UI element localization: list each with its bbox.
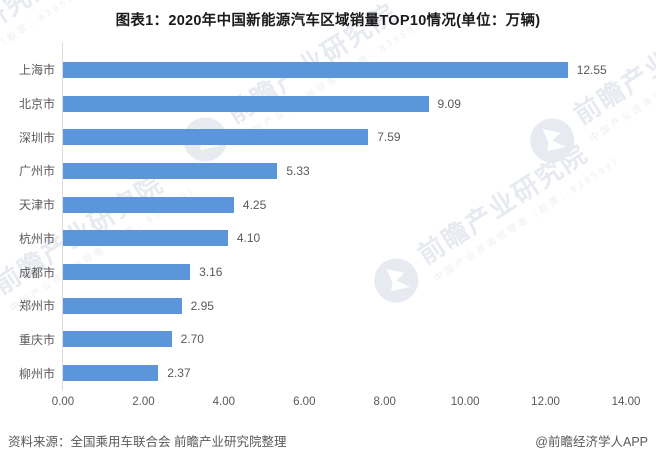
bar-track: 2.70: [63, 331, 626, 348]
category-label: 北京市: [18, 97, 55, 112]
bar: [63, 264, 191, 281]
category-label: 柳州市: [18, 366, 55, 381]
bar-row: 成都市 3.16: [0, 255, 656, 289]
y-axis-line: [62, 42, 63, 391]
chart-title: 图表1：2020年中国新能源汽车区域销量TOP10情况(单位：万辆): [115, 13, 541, 29]
x-tick-label: 6.00: [293, 396, 316, 408]
x-tick-label: 0.00: [51, 396, 75, 408]
bar-row: 柳州市 2.37: [0, 356, 656, 390]
value-label: 3.16: [199, 265, 223, 280]
category-label: 杭州市: [18, 231, 55, 246]
bar-track: 2.95: [63, 297, 626, 314]
x-axis-ticks: 0.00 2.00 4.00 6.00 8.00 10.00 12.00 14.00: [52, 396, 641, 410]
bar-row: 广州市 5.33: [0, 154, 656, 188]
category-label: 上海市: [18, 63, 55, 78]
bar: [63, 95, 429, 112]
category-label: 深圳市: [18, 130, 55, 145]
bar-track: 7.59: [63, 129, 626, 146]
app-credit: @前瞻经济学人APP: [535, 435, 648, 449]
x-tick-label: 4.00: [212, 396, 236, 408]
bar: [63, 297, 182, 314]
value-label: 2.37: [167, 366, 191, 381]
value-label: 4.10: [236, 231, 261, 246]
bar: [63, 129, 369, 146]
bar: [63, 196, 234, 213]
bar-rows: 上海市 12.55 北京市 9.09 深圳市 7.59 广州市 5.33 天津市 4.25 杭州市 4…: [0, 53, 656, 390]
bar: [63, 162, 278, 179]
bar-row: 重庆市 2.70: [0, 323, 656, 357]
bar-row: 郑州市 2.95: [0, 289, 656, 323]
bar-row: 杭州市 4.10: [0, 222, 656, 256]
category-label: 广州市: [18, 164, 55, 179]
bar: [63, 230, 228, 247]
value-label: 2.95: [190, 298, 214, 313]
bar-track: 12.55: [63, 61, 626, 78]
category-label: 天津市: [18, 198, 55, 213]
bar-row: 北京市 9.09: [0, 87, 656, 121]
x-tick-label: 12.00: [531, 396, 560, 408]
bar-row: 天津市 4.25: [0, 188, 656, 222]
bar-track: 5.33: [63, 162, 626, 179]
bar-track: 2.37: [63, 365, 626, 382]
value-label: 7.59: [377, 130, 401, 145]
x-tick-label: 14.00: [611, 396, 641, 408]
bar-track: 3.16: [63, 264, 626, 281]
x-tick-label: 8.00: [373, 396, 396, 408]
bar-track: 9.09: [63, 95, 626, 112]
bar-row: 上海市 12.55: [0, 53, 656, 87]
category-label: 重庆市: [18, 332, 55, 347]
value-label: 9.09: [437, 96, 461, 111]
value-label: 2.70: [180, 332, 204, 347]
bar: [63, 365, 159, 382]
value-label: 4.25: [242, 197, 267, 212]
value-label: 5.33: [286, 163, 310, 178]
bar-track: 4.25: [63, 196, 626, 213]
bar-track: 4.10: [63, 230, 626, 247]
bar-row: 深圳市 7.59: [0, 120, 656, 154]
category-label: 郑州市: [18, 299, 55, 314]
x-tick-label: 2.00: [132, 396, 155, 408]
category-label: 成都市: [18, 265, 55, 280]
bar: [63, 331, 172, 348]
x-tick-label: 10.00: [450, 396, 480, 408]
bar: [63, 61, 568, 78]
value-label: 12.55: [576, 62, 607, 77]
source-note: 资料来源：全国乘用车联合会 前瞻产业研究院整理: [8, 435, 287, 449]
